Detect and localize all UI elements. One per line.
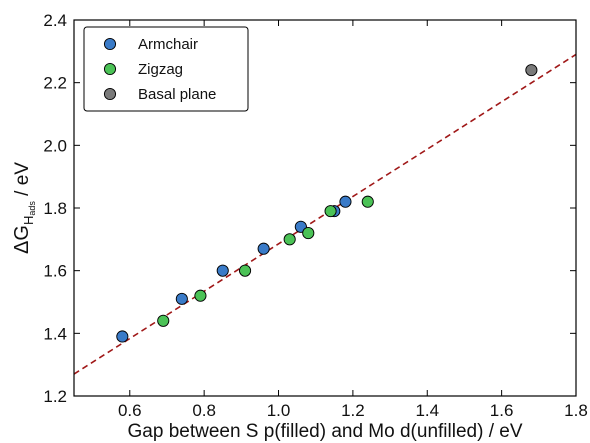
point-basal-plane-0 <box>525 64 538 77</box>
point-zigzag-2 <box>239 264 252 277</box>
legend-label-zigzag: Zigzag <box>138 61 183 78</box>
legend-label-basal-plane: Basal plane <box>138 86 216 103</box>
fit-line <box>74 53 576 375</box>
x-tick-label: 1.2 <box>341 401 365 420</box>
fit-line-layer <box>74 53 576 375</box>
point-zigzag-4 <box>302 227 315 240</box>
legend-box <box>83 26 249 112</box>
point-armchair-2 <box>216 264 229 277</box>
y-axis-label-subsub: ads <box>27 201 37 216</box>
y-tick-label: 1.2 <box>43 387 67 406</box>
legend-label-armchair: Armchair <box>138 36 198 53</box>
point-zigzag-5 <box>324 205 337 218</box>
svg-text:ΔGHads / eV: ΔGHads / eV <box>11 162 37 254</box>
y-tick-label: 2.0 <box>43 136 67 155</box>
point-zigzag-0 <box>157 314 170 327</box>
x-tick-label: 0.8 <box>192 401 216 420</box>
y-tick-label: 1.8 <box>43 199 67 218</box>
x-axis-label: Gap between S p(filled) and Mo d(unfille… <box>128 421 523 442</box>
point-armchair-6 <box>339 195 352 208</box>
x-tick-label: 1.6 <box>490 401 514 420</box>
point-zigzag-6 <box>361 195 374 208</box>
x-tick-label: 1.8 <box>564 401 588 420</box>
point-armchair-1 <box>175 292 188 305</box>
y-axis-label-main: ΔG <box>11 225 33 254</box>
data-points-layer <box>116 64 538 343</box>
legend-marker-basal-plane <box>103 87 117 101</box>
y-axis-label-sub: H <box>21 216 36 225</box>
legend-marker-zigzag <box>103 62 117 76</box>
x-tick-label: 0.6 <box>118 401 142 420</box>
point-armchair-3 <box>257 242 270 255</box>
legend: Armchair Zigzag Basal plane <box>83 26 249 112</box>
x-tick-label: 1.4 <box>415 401 439 420</box>
y-tick-label: 2.4 <box>43 11 67 30</box>
y-tick-label: 2.2 <box>43 74 67 93</box>
ticks-layer: 0.6 0.8 1.0 1.2 1.4 1.6 1.8 1.2 1.4 1.6 1.8 2.0 2.2 2… <box>43 11 587 420</box>
y-tick-label: 1.6 <box>43 262 67 281</box>
point-armchair-0 <box>116 330 129 343</box>
legend-marker-armchair <box>103 37 117 51</box>
y-tick-label: 1.4 <box>43 324 67 343</box>
point-zigzag-1 <box>194 289 207 302</box>
point-zigzag-3 <box>283 233 296 246</box>
x-tick-label: 1.0 <box>267 401 291 420</box>
y-axis-label-unit: / eV <box>12 162 33 201</box>
y-axis-label: ΔGHads / eV <box>11 162 37 254</box>
